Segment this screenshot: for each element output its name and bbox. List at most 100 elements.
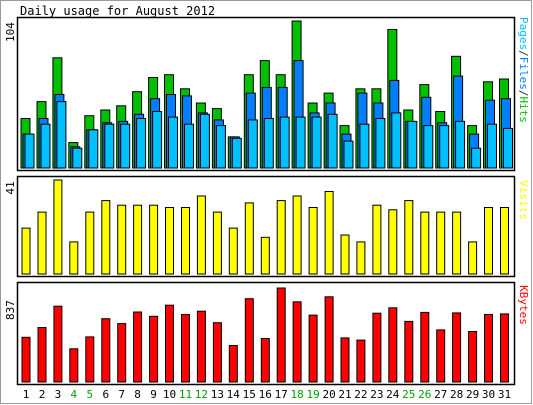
kbytes-bar: [133, 311, 143, 383]
visits-bar: [37, 211, 47, 275]
visits-bar: [244, 202, 254, 275]
visits-panel-frame: [16, 175, 516, 278]
day-labels-group: 1 2 3 4 5 6 7 8 9 10 11 12 13 14 15 16 17 18 19 20 21 22 23 24 2…: [23, 388, 511, 401]
kbytes-bar: [85, 336, 95, 383]
pages-bar: [279, 116, 290, 169]
day-label: 16: [259, 388, 272, 401]
pages-bar: [423, 125, 434, 169]
kbytes-panel-frame: [16, 281, 516, 386]
day-label: 20: [322, 388, 335, 401]
pages-bar: [247, 119, 258, 169]
day-label: 27: [434, 388, 447, 401]
visits-bar: [436, 211, 446, 275]
day-label: 12: [195, 388, 208, 401]
kbytes-bar: [117, 323, 127, 383]
day-label: 23: [370, 388, 383, 401]
kbytes-bar: [101, 318, 111, 383]
day-label: 28: [450, 388, 463, 401]
visits-bar: [260, 236, 270, 275]
pages-bar: [455, 120, 466, 169]
pages-bar: [231, 137, 242, 169]
visits-bar: [85, 211, 95, 275]
kbytes-bar: [404, 320, 414, 383]
visits-bar: [149, 204, 159, 275]
visits-bar: [420, 211, 430, 275]
day-label: 10: [163, 388, 176, 401]
visits-bar: [165, 207, 174, 275]
visits-bar: [452, 211, 462, 275]
day-label: 24: [386, 388, 400, 401]
day-label: 30: [482, 388, 495, 401]
visits-bar: [404, 200, 414, 275]
pages-bar: [503, 127, 513, 169]
kbytes-bar: [53, 305, 63, 383]
visits-bar: [196, 195, 206, 275]
visits-bar: [308, 207, 318, 275]
kbytes-bar: [500, 313, 509, 383]
visits-bar: [356, 241, 366, 275]
kbytes-bar: [276, 287, 286, 383]
kbytes-bar: [260, 338, 270, 383]
kbytes-ymax-label: 837: [4, 300, 17, 320]
kbytes-bar: [21, 336, 31, 383]
pages-bar: [375, 118, 386, 169]
visits-bar: [484, 207, 493, 275]
day-label: 18: [290, 388, 303, 401]
kbytes-bar: [340, 337, 350, 383]
kbytes-bar: [388, 307, 398, 383]
visits-bar: [388, 209, 398, 275]
kbytes-bar: [324, 296, 334, 383]
day-label: 9: [150, 388, 157, 401]
pages-bar: [72, 147, 83, 169]
pages-bar: [487, 123, 497, 169]
day-label: 26: [418, 388, 431, 401]
hits-panel-legend: Pages/Files/Hits: [517, 17, 530, 123]
day-label: 1: [23, 388, 30, 401]
day-label: 17: [275, 388, 288, 401]
pages-bar: [263, 118, 274, 169]
visits-bar: [69, 241, 79, 275]
pages-bar: [407, 120, 418, 169]
visits-bar: [117, 204, 127, 275]
pages-bar: [215, 125, 226, 169]
kbytes-bar: [420, 311, 430, 383]
kbytes-bar: [468, 331, 478, 383]
kbytes-bar: [165, 304, 174, 383]
visits-bars-group: [21, 179, 509, 275]
visits-bar: [133, 204, 143, 275]
kbytes-panel-legend: KBytes: [517, 285, 530, 325]
day-label: 7: [118, 388, 125, 401]
pages-bar: [327, 113, 338, 169]
kbytes-bar: [212, 322, 222, 383]
visits-bar: [372, 204, 382, 275]
pages-bar: [168, 116, 178, 169]
visits-bar: [340, 234, 350, 275]
pages-bar: [56, 101, 67, 169]
legend-part-kbytes: KBytes: [517, 285, 530, 325]
kbytes-bar: [228, 345, 238, 383]
pages-bar: [120, 123, 131, 169]
day-label: 3: [55, 388, 62, 401]
pages-bar: [199, 113, 210, 169]
kbytes-bar: [37, 327, 47, 383]
kbytes-bar: [69, 348, 79, 383]
visits-bar: [324, 191, 334, 275]
legend-part-files: Files: [517, 57, 530, 90]
visits-bar: [101, 200, 111, 275]
day-label: 31: [498, 388, 511, 401]
visits-ymax-label: 41: [4, 181, 17, 194]
pages-bar: [439, 125, 450, 169]
day-label: 11: [179, 388, 192, 401]
day-label: 14: [227, 388, 241, 401]
kbytes-bar: [244, 298, 254, 383]
pages-bar: [295, 116, 306, 169]
legend-part-pages: Pages: [517, 17, 530, 50]
day-label: 22: [354, 388, 367, 401]
pages-bar: [40, 123, 51, 169]
legend-part-visits: Visits: [517, 180, 530, 220]
visits-bar: [53, 179, 63, 275]
visits-bar: [276, 200, 286, 275]
kbytes-bar: [292, 301, 302, 383]
legend-part-slash: /: [517, 50, 530, 57]
